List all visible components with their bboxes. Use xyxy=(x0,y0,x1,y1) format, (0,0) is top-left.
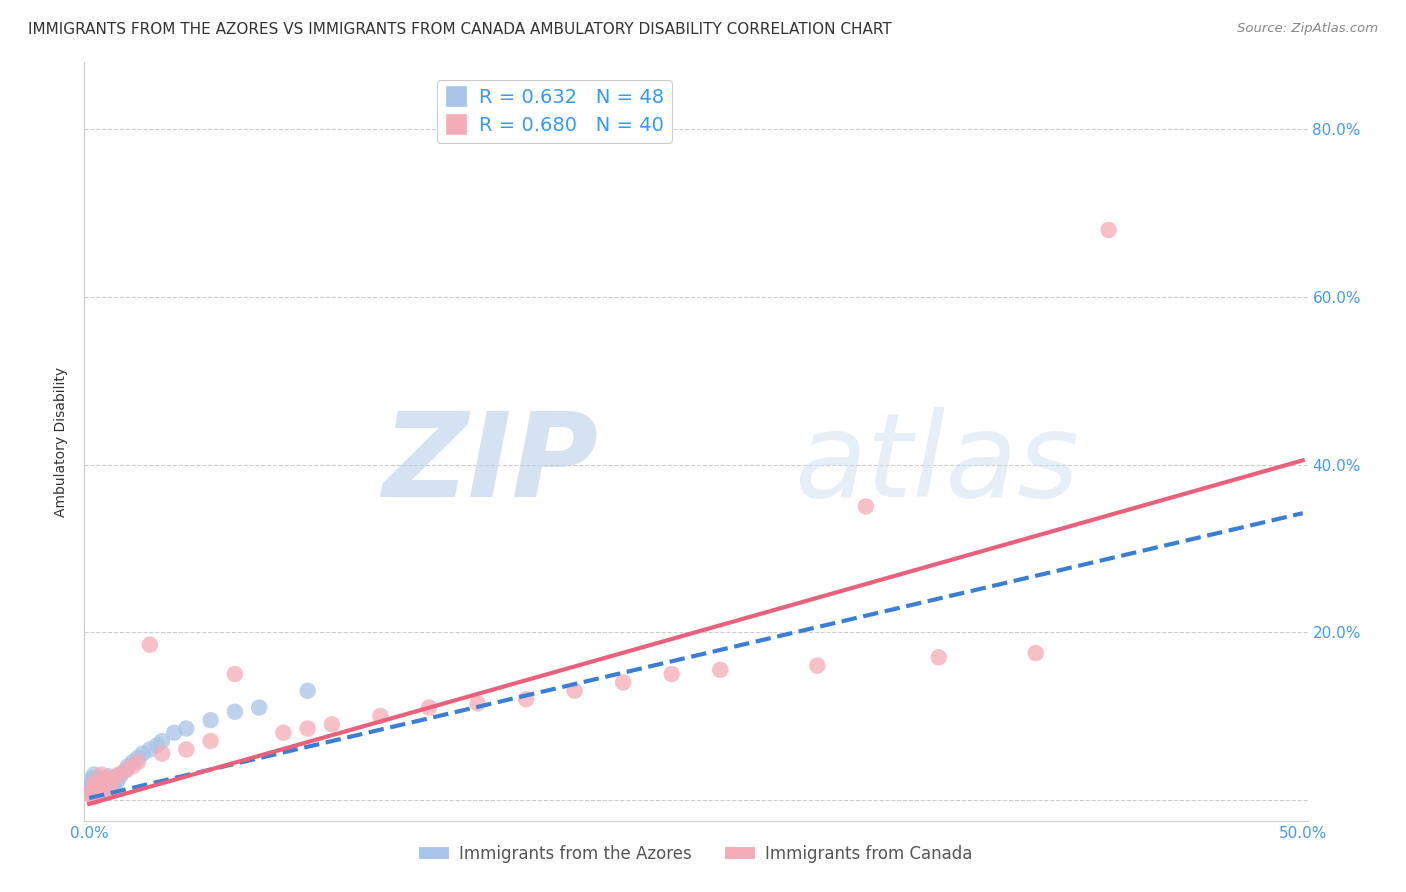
Point xyxy=(200,713,222,727)
Point xyxy=(90,784,112,798)
Point xyxy=(117,759,139,773)
Point xyxy=(150,734,173,748)
Point xyxy=(86,782,108,797)
Point xyxy=(93,778,115,792)
Point xyxy=(131,747,153,761)
Point xyxy=(150,747,173,761)
Point xyxy=(87,780,110,794)
Point xyxy=(80,772,103,786)
Point xyxy=(90,767,112,781)
Point xyxy=(93,776,115,790)
Point xyxy=(96,772,118,786)
Point xyxy=(515,692,537,706)
Point xyxy=(80,776,103,790)
Point xyxy=(87,774,110,789)
Point xyxy=(127,751,149,765)
Point xyxy=(661,667,683,681)
Point xyxy=(86,789,108,803)
Point xyxy=(122,755,145,769)
Point xyxy=(83,776,105,790)
Point xyxy=(80,789,103,803)
Point xyxy=(100,784,122,798)
Text: ZIP: ZIP xyxy=(382,407,598,522)
Point xyxy=(855,500,877,514)
Point xyxy=(1025,646,1047,660)
Point xyxy=(96,774,118,789)
Point xyxy=(90,780,112,794)
Point xyxy=(114,764,136,778)
Point xyxy=(273,725,295,739)
Point xyxy=(83,780,105,794)
Point xyxy=(174,742,197,756)
Point xyxy=(97,769,120,783)
Point xyxy=(297,722,319,736)
Point xyxy=(87,786,110,800)
Point xyxy=(928,650,950,665)
Point xyxy=(87,786,110,800)
Point xyxy=(370,709,392,723)
Point xyxy=(321,717,343,731)
Point xyxy=(806,658,828,673)
Point xyxy=(83,780,105,794)
Point xyxy=(564,683,586,698)
Point xyxy=(83,790,105,805)
Y-axis label: Ambulatory Disability: Ambulatory Disability xyxy=(55,367,69,516)
Point xyxy=(83,767,105,781)
Point xyxy=(114,764,136,778)
Point xyxy=(122,759,145,773)
Point xyxy=(107,772,129,786)
Point xyxy=(100,774,122,789)
Point xyxy=(83,789,105,803)
Point xyxy=(174,722,197,736)
Point xyxy=(86,782,108,797)
Point xyxy=(96,780,118,794)
Legend: Immigrants from the Azores, Immigrants from Canada: Immigrants from the Azores, Immigrants f… xyxy=(412,838,980,869)
Point xyxy=(80,789,103,803)
Point xyxy=(139,742,162,756)
Point xyxy=(612,675,634,690)
Point xyxy=(103,772,125,786)
Point xyxy=(90,772,112,786)
Point xyxy=(80,784,103,798)
Point xyxy=(224,667,246,681)
Point xyxy=(418,700,440,714)
Point xyxy=(467,697,489,711)
Point xyxy=(86,778,108,792)
Point xyxy=(709,663,731,677)
Point xyxy=(80,780,103,794)
Text: IMMIGRANTS FROM THE AZORES VS IMMIGRANTS FROM CANADA AMBULATORY DISABILITY CORRE: IMMIGRANTS FROM THE AZORES VS IMMIGRANTS… xyxy=(28,22,891,37)
Point xyxy=(1097,223,1119,237)
Point xyxy=(97,778,120,792)
Point xyxy=(104,776,127,790)
Point xyxy=(224,705,246,719)
Point xyxy=(83,776,105,790)
Point xyxy=(90,778,112,792)
Point xyxy=(139,638,162,652)
Point xyxy=(107,767,129,781)
Point xyxy=(103,772,125,786)
Point xyxy=(83,772,105,786)
Point xyxy=(146,738,169,752)
Point xyxy=(86,789,108,803)
Point xyxy=(83,784,105,798)
Point xyxy=(103,780,125,794)
Point xyxy=(97,772,120,786)
Point xyxy=(200,734,222,748)
Text: Source: ZipAtlas.com: Source: ZipAtlas.com xyxy=(1237,22,1378,36)
Point xyxy=(86,772,108,786)
Point xyxy=(247,700,270,714)
Point xyxy=(93,782,115,797)
Text: atlas: atlas xyxy=(794,408,1078,521)
Point xyxy=(297,683,319,698)
Point xyxy=(86,786,108,800)
Point xyxy=(127,755,149,769)
Point xyxy=(80,784,103,798)
Point xyxy=(110,767,132,781)
Point xyxy=(163,725,186,739)
